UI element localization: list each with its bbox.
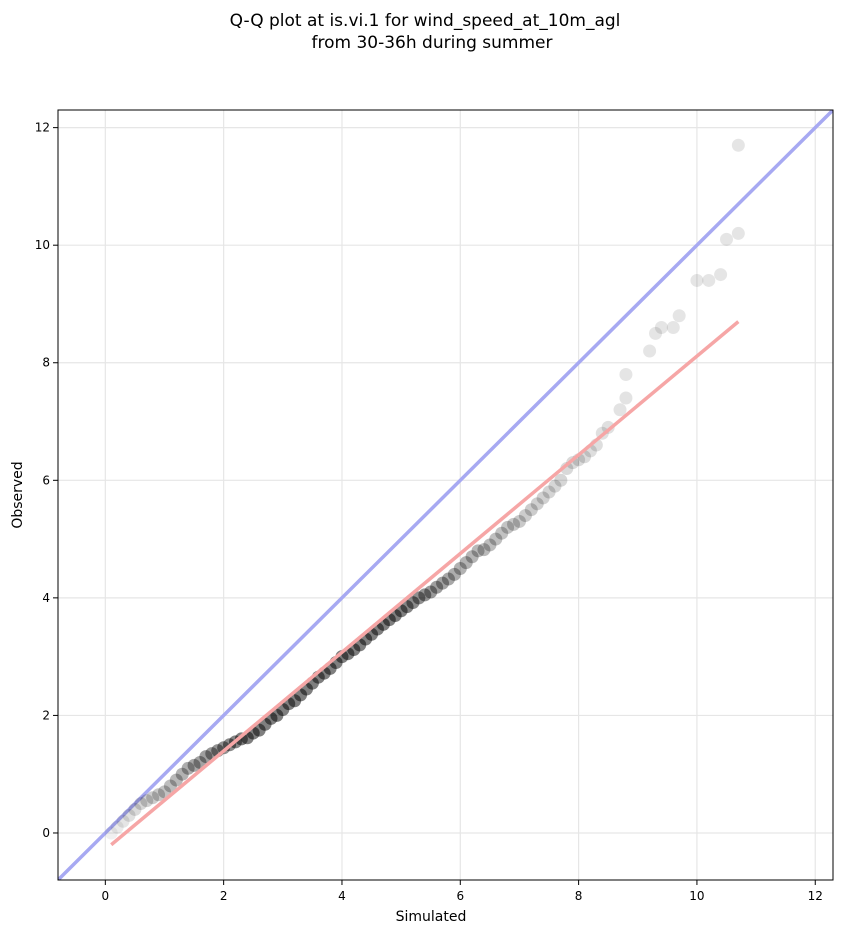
data-point [175, 767, 189, 781]
grid [58, 110, 833, 880]
data-point [619, 368, 633, 382]
data-point [187, 758, 201, 772]
y-axis-label: Observed [10, 461, 26, 528]
x-tick-label: 4 [338, 889, 346, 903]
data-point [524, 503, 538, 517]
data-point [181, 761, 195, 775]
data-point [619, 391, 633, 405]
data-point [465, 550, 479, 564]
plot-frame [57, 109, 834, 881]
data-point [649, 326, 663, 340]
data-point [714, 268, 728, 282]
data-point [217, 741, 231, 755]
scatter-points [104, 138, 745, 840]
data-point [554, 473, 568, 487]
x-tick-label: 0 [102, 889, 110, 903]
chart-title: Q-Q plot at is.vi.1 for wind_speed_at_10… [230, 11, 621, 31]
chart-subtitle: from 30-36h during summer [312, 33, 553, 53]
data-point [690, 273, 704, 287]
x-tick-label: 6 [456, 889, 464, 903]
data-point [459, 556, 473, 570]
data-point [495, 526, 509, 540]
data-point [613, 403, 627, 417]
y-axis: 0 2 4 6 8 10 12 [35, 121, 58, 840]
data-point [199, 750, 213, 764]
x-tick-label: 12 [808, 889, 823, 903]
data-point [122, 808, 136, 822]
data-point [134, 797, 148, 811]
data-point [483, 538, 497, 552]
data-point [512, 514, 526, 528]
data-point [453, 561, 467, 575]
data-point [471, 544, 485, 558]
data-point [654, 320, 668, 334]
data-point [536, 491, 550, 505]
data-point [477, 543, 491, 557]
data-point [128, 802, 142, 816]
data-point [406, 596, 420, 610]
data-point [412, 591, 426, 605]
data-point [140, 794, 154, 808]
y-tick-label: 10 [35, 238, 50, 252]
x-axis-label: Simulated [396, 909, 467, 925]
data-point [110, 820, 124, 834]
x-tick-label: 2 [220, 889, 228, 903]
data-point [542, 485, 556, 499]
data-point [400, 600, 414, 614]
data-point [507, 517, 521, 531]
data-point [489, 532, 503, 546]
data-point [104, 826, 118, 840]
y-tick-label: 8 [42, 356, 50, 370]
data-point [418, 588, 432, 602]
data-point [146, 791, 160, 805]
y-tick-label: 6 [42, 473, 50, 487]
data-point [193, 755, 207, 769]
data-point [441, 572, 455, 586]
y-tick-label: 0 [42, 826, 50, 840]
data-point [501, 520, 515, 534]
data-point [436, 576, 450, 590]
data-point [731, 226, 745, 240]
data-point [152, 788, 166, 802]
data-point [116, 814, 130, 828]
data-point [163, 779, 177, 793]
x-axis: 0 2 4 6 8 10 12 [102, 880, 823, 903]
identity-line [58, 110, 833, 880]
data-point [424, 585, 438, 599]
data-point [643, 344, 657, 358]
data-point [672, 309, 686, 323]
y-tick-label: 2 [42, 708, 50, 722]
data-point [566, 456, 580, 470]
x-tick-label: 10 [689, 889, 704, 903]
data-point [169, 773, 183, 787]
data-point [731, 138, 745, 152]
data-point [548, 479, 562, 493]
x-tick-label: 8 [575, 889, 583, 903]
data-point [157, 785, 171, 799]
data-point [720, 232, 734, 246]
data-point [447, 567, 461, 581]
fit-line [110, 320, 740, 847]
y-tick-label: 12 [35, 121, 50, 135]
data-point [430, 580, 444, 594]
data-point [702, 273, 716, 287]
data-point [666, 320, 680, 334]
y-tick-label: 4 [42, 591, 50, 605]
data-point [530, 497, 544, 511]
data-point [518, 509, 532, 523]
